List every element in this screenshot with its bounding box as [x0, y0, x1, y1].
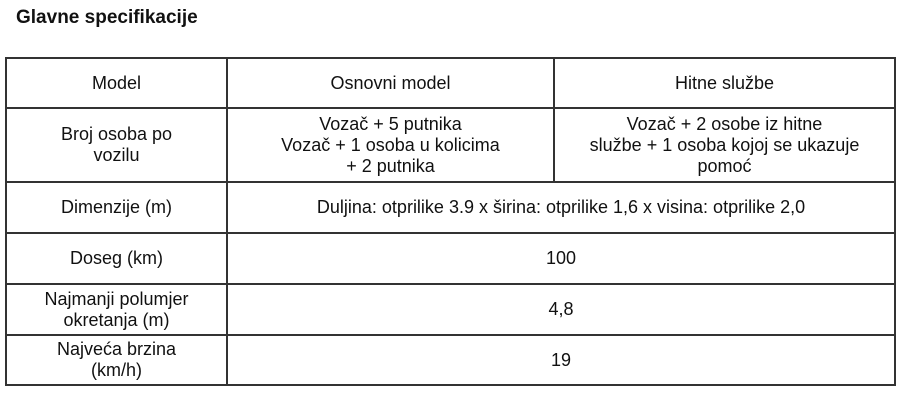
row-label: Dimenzije (m) — [5, 181, 228, 234]
cell-value: 100 — [226, 232, 896, 285]
cell-emergency: Vozač + 2 osobe iz hitne službe + 1 osob… — [553, 107, 896, 183]
row-label: Najmanji polumjer okretanja (m) — [5, 283, 228, 336]
page-title: Glavne specifikacije — [16, 7, 198, 28]
row-label: Najveća brzina (km/h) — [5, 334, 228, 386]
table-row: Doseg (km) 100 — [5, 232, 896, 285]
header-emergency: Hitne službe — [553, 57, 896, 109]
cell-value: 19 — [226, 334, 896, 386]
specifications-table: Model Osnovni model Hitne službe Broj os… — [5, 57, 896, 386]
row-label: Doseg (km) — [5, 232, 228, 285]
table-header-row: Model Osnovni model Hitne službe — [5, 57, 896, 109]
table-row: Broj osoba po vozilu Vozač + 5 putnika V… — [5, 107, 896, 183]
table-row: Dimenzije (m) Duljina: otprilike 3.9 x š… — [5, 181, 896, 234]
table-row: Najveća brzina (km/h) 19 — [5, 334, 896, 386]
cell-value: Duljina: otprilike 3.9 x širina: otprili… — [226, 181, 896, 234]
header-basic-model: Osnovni model — [226, 57, 555, 109]
cell-basic: Vozač + 5 putnika Vozač + 1 osoba u koli… — [226, 107, 555, 183]
header-model: Model — [5, 57, 228, 109]
row-label: Broj osoba po vozilu — [5, 107, 228, 183]
cell-value: 4,8 — [226, 283, 896, 336]
table-row: Najmanji polumjer okretanja (m) 4,8 — [5, 283, 896, 336]
